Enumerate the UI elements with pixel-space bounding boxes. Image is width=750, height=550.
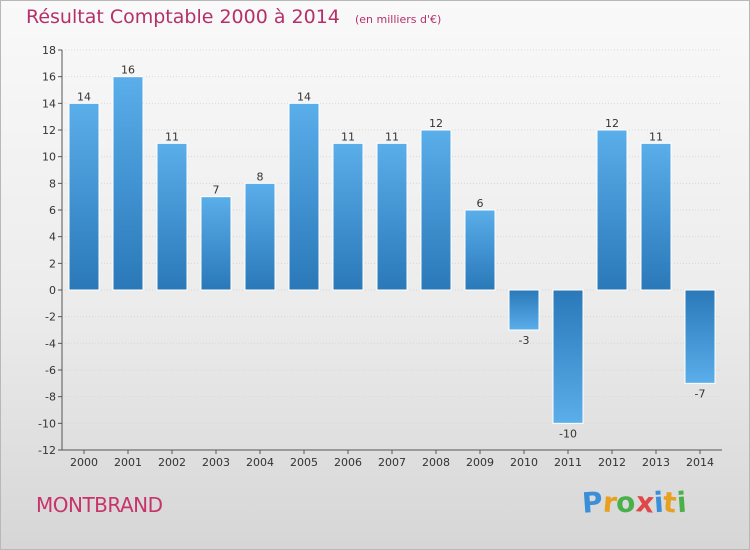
x-tick-label: 2006 <box>334 456 362 469</box>
value-label: 11 <box>341 130 355 143</box>
value-label: 14 <box>297 90 311 103</box>
value-label: 12 <box>605 117 619 130</box>
value-label: -7 <box>695 387 706 400</box>
proxiti-logo: Proxiti <box>580 485 688 520</box>
y-tick-label: 6 <box>49 204 56 217</box>
value-label: 16 <box>121 64 135 77</box>
value-label: 11 <box>649 130 663 143</box>
chart-title: Résultat Comptable 2000 à 2014 <box>26 6 340 28</box>
bar-2000 <box>68 102 100 291</box>
y-tick-label: -4 <box>45 337 56 350</box>
y-tick-label: 2 <box>49 257 56 270</box>
bar-2007 <box>376 142 408 291</box>
value-label: 6 <box>477 197 484 210</box>
bar-2001 <box>112 76 144 291</box>
x-tick-label: 2002 <box>158 456 186 469</box>
x-tick-label: 2014 <box>686 456 714 469</box>
y-tick-label: -12 <box>38 444 56 457</box>
x-tick-label: 2004 <box>246 456 274 469</box>
y-tick-label: 18 <box>42 44 56 57</box>
x-tick-label: 2011 <box>554 456 582 469</box>
y-tick-label: 8 <box>49 177 56 190</box>
value-label: 11 <box>385 130 399 143</box>
y-tick-label: -10 <box>38 417 56 430</box>
x-tick-label: 2013 <box>642 456 670 469</box>
value-label: 14 <box>77 90 91 103</box>
chart-title-block: Résultat Comptable 2000 à 2014 (en milli… <box>26 6 441 28</box>
x-tick-label: 2009 <box>466 456 494 469</box>
y-tick-label: 4 <box>49 231 56 244</box>
bar-2010 <box>508 289 540 331</box>
value-label: -10 <box>559 427 577 440</box>
x-tick-label: 2003 <box>202 456 230 469</box>
logo-letter: o <box>615 485 637 520</box>
y-tick-label: -6 <box>45 364 56 377</box>
value-label: 7 <box>213 184 220 197</box>
bar-2013 <box>640 142 672 291</box>
bar-2012 <box>596 129 628 291</box>
commune-name: MONTBRAND <box>36 493 163 517</box>
logo-letter: x <box>634 485 656 520</box>
logo-letter: i <box>675 485 688 520</box>
x-tick-label: 2008 <box>422 456 450 469</box>
y-tick-label: 14 <box>42 97 56 110</box>
bar-2014 <box>684 289 716 384</box>
bar-2005 <box>288 102 320 291</box>
y-tick-label: 10 <box>42 151 56 164</box>
x-tick-label: 2007 <box>378 456 406 469</box>
bar-2006 <box>332 142 364 291</box>
bar-2002 <box>156 142 188 291</box>
chart-unit: (en milliers d'€) <box>354 13 442 26</box>
x-tick-label: 2000 <box>70 456 98 469</box>
logo-letter: P <box>580 485 604 520</box>
y-tick-label: 12 <box>42 124 56 137</box>
bar-2004 <box>244 182 276 291</box>
y-tick-label: -8 <box>45 391 56 404</box>
bar-2008 <box>420 129 452 291</box>
y-tick-label: 16 <box>42 71 56 84</box>
y-tick-label: -2 <box>45 311 56 324</box>
y-tick-label: 0 <box>49 284 56 297</box>
value-label: 12 <box>429 117 443 130</box>
x-tick-label: 2012 <box>598 456 626 469</box>
x-tick-label: 2010 <box>510 456 538 469</box>
bar-2009 <box>464 209 496 291</box>
x-tick-label: 2001 <box>114 456 142 469</box>
value-label: 8 <box>257 170 264 183</box>
value-label: 11 <box>165 130 179 143</box>
value-label: -3 <box>519 334 530 347</box>
bar-2011 <box>552 289 584 424</box>
x-tick-label: 2005 <box>290 456 318 469</box>
bar-2003 <box>200 196 232 291</box>
